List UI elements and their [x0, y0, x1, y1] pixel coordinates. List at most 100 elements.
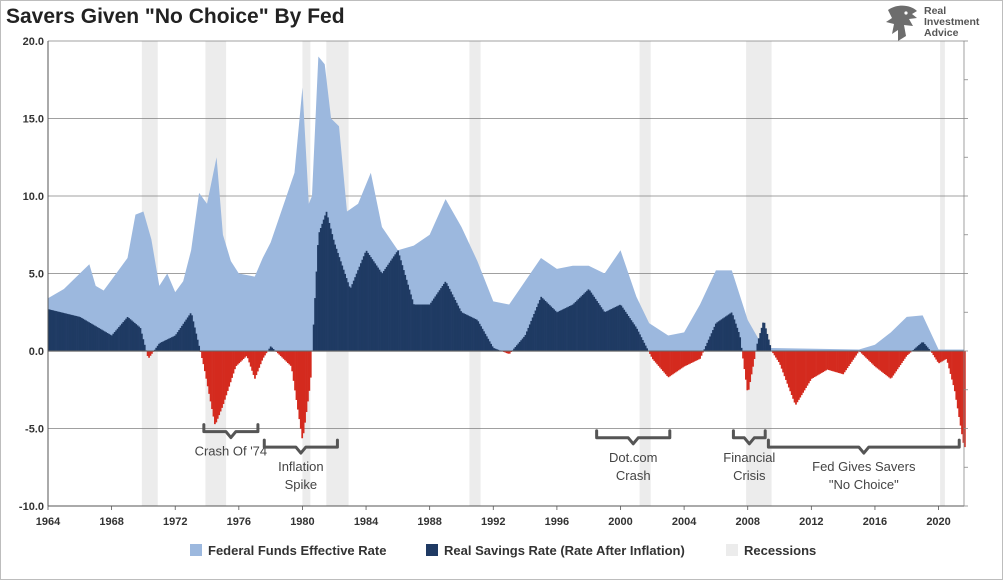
real-savings-bar-positive [586, 290, 588, 351]
real-savings-bar-negative [865, 351, 867, 358]
real-savings-bar-negative [853, 351, 856, 358]
real-savings-bar-negative [786, 351, 789, 384]
real-savings-bar-positive [737, 332, 740, 351]
real-savings-bar-negative [680, 351, 683, 369]
real-savings-bar-negative [206, 351, 209, 387]
real-savings-bar-negative [653, 351, 656, 361]
real-savings-bar-positive [268, 348, 271, 351]
real-savings-bar-positive [597, 303, 600, 351]
real-savings-bar-positive [643, 342, 646, 351]
real-savings-bar-negative [208, 351, 211, 394]
real-savings-bar-positive [414, 304, 417, 351]
real-savings-bar-positive [355, 273, 358, 351]
real-savings-bar-negative [946, 351, 949, 363]
real-savings-bar-positive [428, 304, 431, 351]
real-savings-bar-positive [329, 228, 332, 351]
x-tick-label: 1976 [227, 516, 251, 528]
real-savings-bar-positive [536, 307, 538, 351]
real-savings-bar-negative [146, 351, 149, 356]
real-savings-bar-negative [204, 351, 206, 372]
real-savings-bar-negative [935, 351, 938, 360]
real-savings-bar-positive [404, 274, 407, 351]
real-savings-bar-negative [248, 351, 251, 363]
real-savings-bar-positive [109, 334, 112, 351]
real-savings-bar-positive [540, 296, 543, 351]
real-savings-bar-positive [603, 311, 606, 351]
real-savings-bar-negative [898, 351, 900, 368]
real-savings-bar-positive [155, 347, 158, 351]
real-savings-bar-positive [481, 328, 484, 351]
real-savings-bar-positive [623, 309, 626, 351]
real-savings-bar-negative [664, 351, 667, 375]
real-savings-bar-positive [712, 330, 714, 351]
real-savings-bar-positive [319, 228, 322, 351]
real-savings-bar-positive [531, 317, 534, 351]
real-savings-bar-negative [845, 351, 847, 371]
x-tick-label: 2016 [863, 516, 887, 528]
real-savings-bar-positive [923, 344, 926, 351]
annotation-bracket [731, 429, 767, 446]
real-savings-bar-negative [780, 351, 783, 369]
real-savings-bar-positive [407, 284, 409, 351]
real-savings-bar-positive [378, 269, 381, 351]
real-savings-bar-positive [49, 309, 52, 351]
real-savings-bar-negative [221, 351, 223, 408]
real-savings-bar-positive [186, 317, 189, 351]
real-savings-bar-positive [112, 333, 115, 351]
real-savings-bar-negative [209, 351, 212, 402]
real-savings-bar-negative [298, 351, 301, 420]
real-savings-bar-positive [142, 339, 145, 351]
real-savings-bar-positive [88, 322, 90, 351]
y-tick-label: 5.0 [29, 269, 44, 281]
real-savings-bar-positive [408, 289, 411, 351]
real-savings-bar-negative [236, 351, 239, 365]
annotation-label: Crash Of '74 [195, 444, 268, 459]
real-savings-bar-negative [842, 351, 845, 375]
annotation-bracket [766, 438, 961, 455]
real-savings-bar-positive [620, 305, 623, 351]
real-savings-bar-positive [599, 305, 601, 351]
real-savings-bar-positive [70, 314, 73, 351]
real-savings-bar-negative [797, 351, 800, 400]
real-savings-bar-negative [281, 351, 284, 358]
real-savings-bar-positive [918, 344, 920, 351]
real-savings-bar-positive [341, 265, 344, 351]
annotation-label: Inflation [278, 459, 324, 474]
real-savings-bar-negative [941, 351, 943, 362]
real-savings-bar-positive [371, 259, 374, 351]
real-savings-bar-negative [686, 351, 689, 366]
real-savings-bar-negative [882, 351, 885, 373]
real-savings-bar-negative [896, 351, 899, 370]
real-savings-bar-positive [100, 329, 103, 351]
real-savings-bar-positive [581, 294, 584, 351]
real-savings-bar-positive [178, 330, 180, 351]
real-savings-bar-positive [475, 319, 478, 351]
real-savings-bar-negative [856, 351, 859, 354]
real-savings-bar-negative [219, 351, 222, 412]
real-savings-bar-negative [222, 351, 225, 405]
real-savings-bar-negative [251, 351, 253, 371]
real-savings-bar-positive [431, 300, 434, 351]
real-savings-bar-negative [229, 351, 232, 383]
real-savings-bar-positive [118, 327, 120, 351]
real-savings-bar-negative [939, 351, 942, 363]
real-savings-bar-positive [397, 250, 399, 351]
real-savings-bar-positive [351, 284, 354, 351]
real-savings-bar-positive [609, 309, 611, 351]
real-savings-bar-positive [641, 339, 644, 351]
real-savings-bar-positive [438, 290, 441, 351]
real-savings-bar-positive [639, 334, 641, 351]
real-savings-bar-negative [862, 351, 865, 355]
real-savings-bar-positive [181, 325, 183, 351]
legend-label-fed-funds: Federal Funds Effective Rate [208, 543, 387, 558]
real-savings-bar-positive [138, 326, 140, 351]
real-savings-bar-negative [833, 351, 836, 372]
real-savings-bar-negative [291, 351, 294, 372]
real-savings-bar-negative [676, 351, 679, 372]
real-savings-bar-negative [802, 351, 804, 393]
real-savings-bar-positive [614, 306, 617, 351]
real-savings-bar-positive [131, 320, 133, 351]
real-savings-bar-negative [899, 351, 902, 366]
real-savings-bar-positive [453, 297, 455, 351]
real-savings-bar-positive [624, 311, 627, 351]
